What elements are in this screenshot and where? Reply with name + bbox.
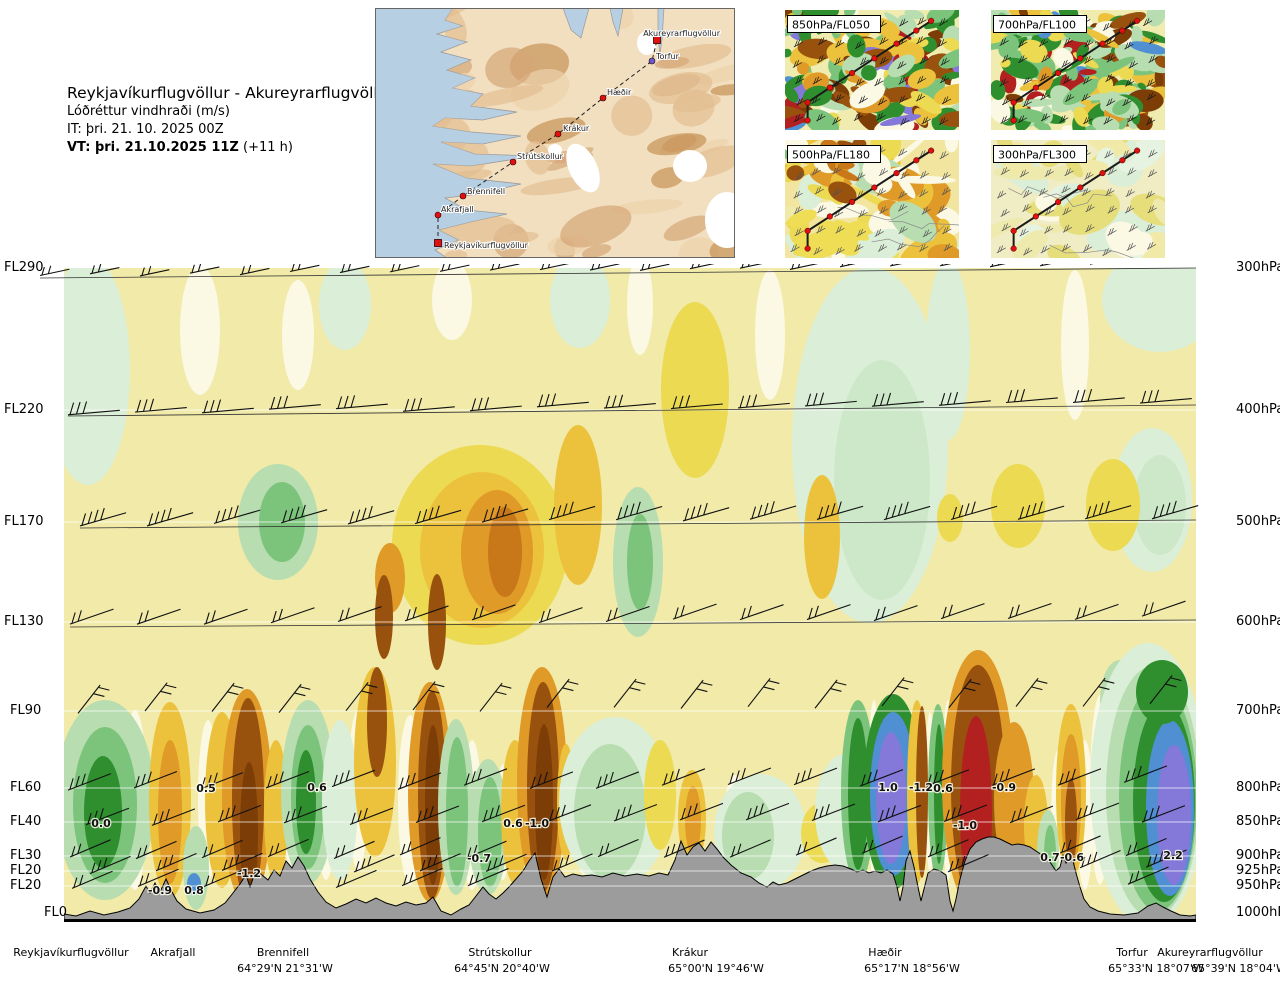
route-airport-marker [434,239,442,247]
route-waypoint-dot [434,211,442,219]
station-coordinates: 65°17'N 18°56'W [864,962,960,975]
route-waypoint-label: Brennifell [467,187,505,196]
pressure-level-label: 500hPa [1236,514,1280,529]
wind-barbs [39,264,1199,889]
flight-level-label: FL20 [10,878,42,893]
contour-label: 0.0 [91,817,111,830]
station-coordinates: 65°39'N 18°04'W [1191,962,1280,975]
glaciers [548,31,735,248]
contour-label: 0.6 [933,782,953,795]
station-coordinates: 64°29'N 21°31'W [237,962,333,975]
contour-label: 0.7 [1040,851,1060,864]
contour-label: -0.7 [467,852,491,865]
panel-label-box [993,15,1087,33]
route-waypoint-dot [554,130,562,138]
contour-field [64,268,1196,922]
flight-level-label: FL20 [10,863,42,878]
contour-label: 0.8 [184,884,204,897]
pressure-level-label: 850hPa [1236,814,1280,829]
level-map-700hPa: 700hPa/FL100 [991,10,1165,130]
station-name: Krákur [671,946,709,959]
station-name: Strútskollur [468,946,532,959]
panel-label: 850hPa/FL050 [792,19,870,32]
cross-section-chart: 0.5 0.60.0-0.9 0.8-1.20.6 -1.0-0.71.0 -1.2 0.… [39,264,1199,922]
contour-label: -1.0 [953,819,977,832]
valid-time: VT: þri. 21.10.2025 11Z (+11 h) [67,139,427,157]
pressure-level-label: 300hPa [1236,260,1280,275]
pressure-level-label: 700hPa [1236,703,1280,718]
level-map-300hPa: 300hPa/FL300 [991,140,1165,258]
init-time: IT: þri. 21. 10. 2025 00Z [67,122,224,137]
route-line [437,39,658,243]
flight-level-label: FL40 [10,814,42,829]
contour-label: -1.2 [237,867,261,880]
pressure-gridlines [64,409,1196,887]
station-name: Reykjavíkurflugvöllur [13,946,129,959]
route-waypoint-dot [509,158,517,166]
pressure-level-label: 400hPa [1236,402,1280,417]
station-name: Brennifell [256,946,310,959]
flight-level-label: FL130 [4,614,44,629]
pressure-level-label: 600hPa [1236,614,1280,629]
contour-label: -1.2 [909,781,933,794]
route-waypoint-label: Torfur [655,52,680,61]
contour-label: -1.0 [525,817,549,830]
station-name: Hæðir [868,946,902,959]
contour-label: -0.6 [1060,851,1084,864]
pressure-level-label: 950hPa [1236,878,1280,893]
panel-label-box [787,15,881,33]
terrain-profile [64,836,1196,922]
station-coordinates: 65°00'N 19°46'W [668,962,764,975]
contour-label: 0.6 [307,781,327,794]
flight-level-label: FL30 [10,848,42,863]
route-waypoint-dot [459,192,467,200]
station-name: Akrafjall [150,946,196,959]
level-map-850hPa: 850hPa/FL050 [785,10,959,130]
route-waypoint-label: Reykjavíkurflugvöllur [444,241,529,250]
level-map-500hPa: 500hPa/FL180 [785,140,959,258]
contour-value-labels: 0.5 0.60.0-0.9 0.8-1.20.6 -1.0-0.71.0 -1.2 0.… [90,780,1184,898]
station-coordinates: 65°33'N 18°07'W [1108,962,1204,975]
route-waypoint-label: Strútskollur [517,152,564,161]
pressure-level-label: 900hPa [1236,848,1280,863]
panel-label-box [787,145,881,163]
flight-level-label: FL90 [10,703,42,718]
valid-time-bold: VT: þri. 21.10.2025 11Z [67,140,239,155]
parameter-subtitle: Lóðréttur vindhraði (m/s) [67,104,230,119]
pressure-level-label: 1000hPa [1236,905,1280,920]
route-waypoint-dot [599,94,607,102]
flight-level-label: FL60 [10,780,42,795]
surface-baseline [64,919,1196,922]
route-waypoint-dot [648,57,656,65]
pressure-level-label: 925hPa [1236,863,1280,878]
contour-label: 1.0 [878,781,898,794]
panel-label: 500hPa/FL180 [792,149,870,162]
route-waypoint-label: Krákur [563,124,590,133]
route-waypoint-label: Hæðir [607,88,632,97]
station-coordinates: 64°45'N 20°40'W [454,962,550,975]
route-map: Reykjavíkurflugvöllur Akrafjall Brennifell… [375,8,735,258]
panel-label-box [993,145,1087,163]
station-name: Akureyrarflugvöllur [1157,946,1263,959]
contour-label: 2.2 [1163,849,1183,862]
page-title: Reykjavíkurflugvöllur - Akureyrarflugvöl… [67,84,394,102]
flight-level-label: FL170 [4,514,44,529]
pressure-level-label: 800hPa [1236,780,1280,795]
flight-level-label: FL220 [4,402,44,417]
contour-label: 0.6 [503,817,523,830]
route-airport-marker [653,36,661,44]
flight-level-label: FL0 [44,905,67,920]
contour-label: 0.5 [196,782,216,795]
contour-label: -0.9 [148,884,172,897]
flight-level-label: FL290 [4,260,44,275]
route-waypoint-label: Akureyrarflugvöllur [643,29,721,38]
panel-label: 700hPa/FL100 [998,19,1076,32]
valid-time-offset: (+11 h) [238,140,293,155]
route-waypoint-label: Akrafjall [441,205,474,214]
panel-label: 300hPa/FL300 [998,149,1076,162]
header: Reykjavíkurflugvöllur - Akureyrarflugvöl… [67,84,427,157]
contour-label: -0.9 [992,781,1016,794]
station-name: Torfur [1116,946,1148,959]
